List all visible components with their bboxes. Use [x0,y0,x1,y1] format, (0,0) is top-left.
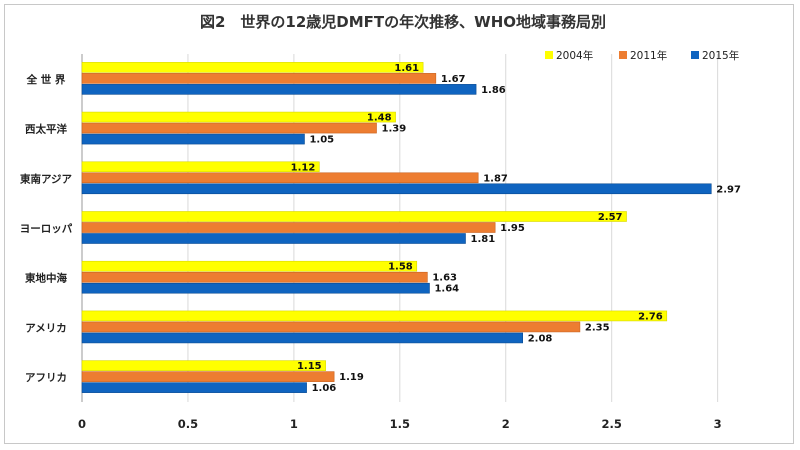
x-tick-label: 2 [502,417,510,431]
x-tick-label: 1.5 [390,417,410,431]
bar-2011年 [81,73,437,84]
bars [81,62,712,393]
x-axis-ticks: 0 0.5 1 1.5 2 2.5 3 [78,417,722,431]
category-label: 全 世 界 [26,73,66,86]
category-label: ヨーロッパ [20,223,73,235]
data-label: 1.61 [394,63,419,74]
category-label: 西太平洋 [25,123,67,136]
bar-2015年 [81,84,477,95]
bar-2004年 [81,161,320,173]
chart-title: 図2 世界の12歳児DMFTの年次推移、WHO地域事務局別 [200,13,606,31]
data-label: 1.81 [470,234,495,245]
data-label: 1.86 [481,85,506,96]
legend: 2004年 2011年 2015年 [545,49,739,62]
data-label: 2.76 [638,311,663,322]
data-label: 1.48 [367,113,392,124]
bar-2004年 [81,62,424,73]
bar-2004年 [81,260,418,272]
bar-2004年 [81,111,396,123]
value-labels: 1.61 1.67 1.86 1.481.39 1.05 1.12 1.87 2.97 2.57… [291,63,741,394]
data-label: 2.08 [528,333,553,344]
bar-2015年 [81,382,307,393]
data-label: 1.12 [291,162,316,173]
bar-2011年 [81,172,479,184]
bar-2015年 [81,332,524,344]
data-label: 1.05 [309,135,334,146]
data-label: 1.19 [339,372,364,383]
legend-swatch [619,51,627,59]
bar-2015年 [81,282,430,294]
bar-2015年 [81,183,712,195]
data-label: 1.87 [483,173,508,184]
data-label: 1.64 [434,284,459,295]
bar-2015年 [81,133,305,145]
bar-2011年 [81,222,496,233]
x-tick-label: 0.5 [178,417,198,431]
legend-label: 2015年 [702,49,739,62]
category-label: アフリカ [25,372,67,384]
x-tick-label: 2.5 [602,417,622,431]
x-tick-label: 1 [290,417,298,431]
data-label: 1.15 [297,361,322,372]
category-label: 東地中海 [25,272,67,285]
data-label: 2.97 [716,184,741,195]
bar-2011年 [81,371,335,382]
bar-2004年 [81,310,668,322]
data-label: 2.35 [585,322,610,333]
bar-2004年 [81,360,326,371]
data-label: 1.95 [500,223,525,234]
data-label: 1.67 [441,74,466,85]
data-label: 1.39 [382,124,407,135]
data-label: 1.06 [312,383,337,394]
category-label: アメリカ [25,322,66,334]
legend-swatch [545,51,553,59]
bar-2004年 [81,211,627,222]
category-label: 東南アジア [20,172,73,185]
x-tick-label: 0 [78,417,86,431]
bar-2011年 [81,321,581,333]
data-label: 2.57 [598,212,623,223]
legend-label: 2004年 [556,49,593,62]
data-label: 1.63 [432,273,457,284]
bar-2015年 [81,233,466,244]
bar-2011年 [81,122,377,134]
data-label: 1.58 [388,262,413,273]
legend-swatch [691,51,699,59]
legend-label: 2011年 [630,49,667,62]
bar-2011年 [81,271,428,283]
x-tick-label: 3 [714,417,722,431]
